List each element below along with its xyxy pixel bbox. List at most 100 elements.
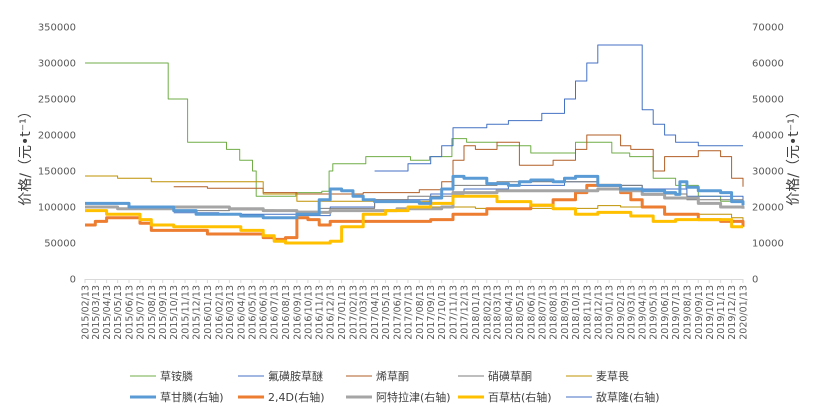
x-tick-label: 2019/06/13 (660, 285, 671, 340)
x-tick-label: 2015/04/13 (102, 285, 113, 340)
x-tick-label: 2015/12/13 (192, 285, 203, 340)
x-tick-label: 2016/02/13 (214, 285, 225, 340)
x-tick-label: 2015/07/13 (135, 285, 146, 340)
left-y-tick-label: 150000 (38, 167, 76, 178)
series-line (173, 134, 744, 195)
x-tick-label: 2018/11/13 (582, 285, 593, 340)
right-y-tick-label: 20000 (752, 203, 784, 214)
x-tick-label: 2019/01/13 (605, 285, 616, 340)
x-tick-label: 2018/05/13 (515, 285, 526, 340)
x-tick-label: 2018/08/13 (549, 285, 560, 340)
x-tick-label: 2016/10/13 (303, 285, 314, 340)
series-line (85, 174, 745, 220)
x-tick-label: 2015/02/13 (81, 285, 92, 340)
x-tick-label: 2018/01/13 (471, 285, 482, 340)
x-tick-label: 2018/09/13 (560, 285, 571, 340)
series-line (374, 44, 743, 172)
x-tick-label: 2019/10/13 (705, 285, 716, 340)
x-tick-label: 2019/03/13 (626, 285, 637, 340)
legend-label: 麦草畏 (596, 370, 629, 383)
legend-label: 烯草酮 (376, 370, 409, 383)
left-y-tick-labels: 0 50000 100000 150000 200000 250000 300000 3500… (38, 23, 76, 286)
x-tick-label: 2016/05/13 (247, 285, 258, 340)
x-tick-label: 2015/10/13 (169, 285, 180, 340)
legend-label: 百草枯(右轴) (488, 390, 552, 404)
left-y-axis-title: 价格/（元•t⁻¹） (18, 104, 34, 205)
x-tick-label: 2017/01/13 (337, 285, 348, 340)
x-tick-label: 2019/12/13 (727, 285, 738, 340)
legend-label: 2,4D(右轴) (268, 390, 325, 404)
left-y-tick-label: 250000 (38, 95, 76, 106)
left-y-tick-label: 100000 (38, 203, 76, 214)
left-y-tick-label: 0 (70, 275, 76, 286)
x-tick-label: 2018/10/13 (571, 285, 582, 340)
x-tick-label: 2017/02/13 (348, 285, 359, 340)
series-lines (85, 44, 745, 245)
legend-label: 硝磺草酮 (488, 369, 532, 383)
x-tick-label: 2017/09/13 (426, 285, 437, 340)
x-tick-label: 2015/11/13 (181, 285, 192, 340)
legend-label: 阿特拉津(右轴) (376, 390, 451, 404)
right-y-tick-label: 10000 (752, 239, 784, 250)
x-tick-label: 2018/03/13 (493, 285, 504, 340)
x-tick-label: 2017/08/13 (415, 285, 426, 340)
series-line (173, 181, 744, 217)
x-tick-label: 2019/11/13 (716, 285, 727, 340)
x-tick-label: 2015/09/13 (158, 285, 169, 340)
left-y-tick-label: 50000 (44, 239, 76, 250)
series-line (85, 175, 744, 220)
x-tick-label: 2017/10/13 (437, 285, 448, 340)
left-y-tick-label: 300000 (38, 59, 76, 70)
legend-label: 敌草隆(右轴) (596, 390, 660, 404)
x-tick-label: 2015/06/13 (124, 285, 135, 340)
right-y-tick-label: 0 (752, 275, 758, 286)
x-tick-label: 2017/05/13 (381, 285, 392, 340)
x-tick-label: 2017/12/13 (460, 285, 471, 340)
x-tick-label: 2016/04/13 (236, 285, 247, 340)
x-axis: 2015/02/13 2015/03/13 2015/04/13 2015/05/13… (81, 279, 750, 340)
right-y-tick-label: 40000 (752, 131, 784, 142)
series-line (85, 62, 744, 207)
x-tick-label: 2018/02/13 (482, 285, 493, 340)
x-tick-label: 2018/07/13 (537, 285, 548, 340)
x-tick-label: 2015/08/13 (147, 285, 158, 340)
legend-label: 氟磺胺草醚 (268, 369, 323, 383)
right-y-tick-label: 50000 (752, 95, 784, 106)
right-y-tick-label: 60000 (752, 59, 784, 70)
right-y-tick-label: 30000 (752, 167, 784, 178)
x-tick-label: 2017/04/13 (370, 285, 381, 340)
left-y-tick-label: 200000 (38, 131, 76, 142)
x-tick-label: 2019/05/13 (649, 285, 660, 340)
x-tick-label: 2019/02/13 (616, 285, 627, 340)
x-tick-label: 2016/08/13 (281, 285, 292, 340)
x-tick-label: 2018/04/13 (504, 285, 515, 340)
x-tick-label: 2016/09/13 (292, 285, 303, 340)
series-line (85, 183, 745, 241)
x-tick-label: 2017/03/13 (359, 285, 370, 340)
x-tick-label: 2019/09/13 (694, 285, 705, 340)
right-y-tick-label: 70000 (752, 23, 784, 34)
x-tick-label: 2016/03/13 (225, 285, 236, 340)
series-line (85, 194, 743, 245)
x-tick-label: 2020/01/13 (739, 285, 750, 340)
x-tick-label: 2018/06/13 (526, 285, 537, 340)
x-tick-label: 2016/06/13 (259, 285, 270, 340)
right-y-tick-labels: 0 10000 20000 30000 40000 50000 60000 70000 (752, 23, 784, 286)
x-tick-label: 2016/11/13 (315, 285, 326, 340)
x-tick-label: 2019/04/13 (638, 285, 649, 340)
left-y-tick-label: 350000 (38, 23, 76, 34)
x-tick-label: 2017/11/13 (449, 285, 460, 340)
x-tick-label: 2017/06/13 (392, 285, 403, 340)
x-tick-label: 2019/08/13 (682, 285, 693, 340)
x-tick-label: 2015/05/13 (113, 285, 124, 340)
series-line (85, 187, 745, 214)
legend-label: 草铵膦 (160, 369, 193, 383)
x-tick-label: 2017/07/13 (403, 285, 414, 340)
x-tick-label: 2019/07/13 (671, 285, 682, 340)
right-y-axis-title: 价格/（元•t⁻¹） (786, 104, 802, 205)
legend-label: 草甘膦(右轴) (160, 390, 224, 404)
x-tick-label: 2015/03/13 (91, 285, 102, 340)
x-tick-label: 2016/12/13 (326, 285, 337, 340)
